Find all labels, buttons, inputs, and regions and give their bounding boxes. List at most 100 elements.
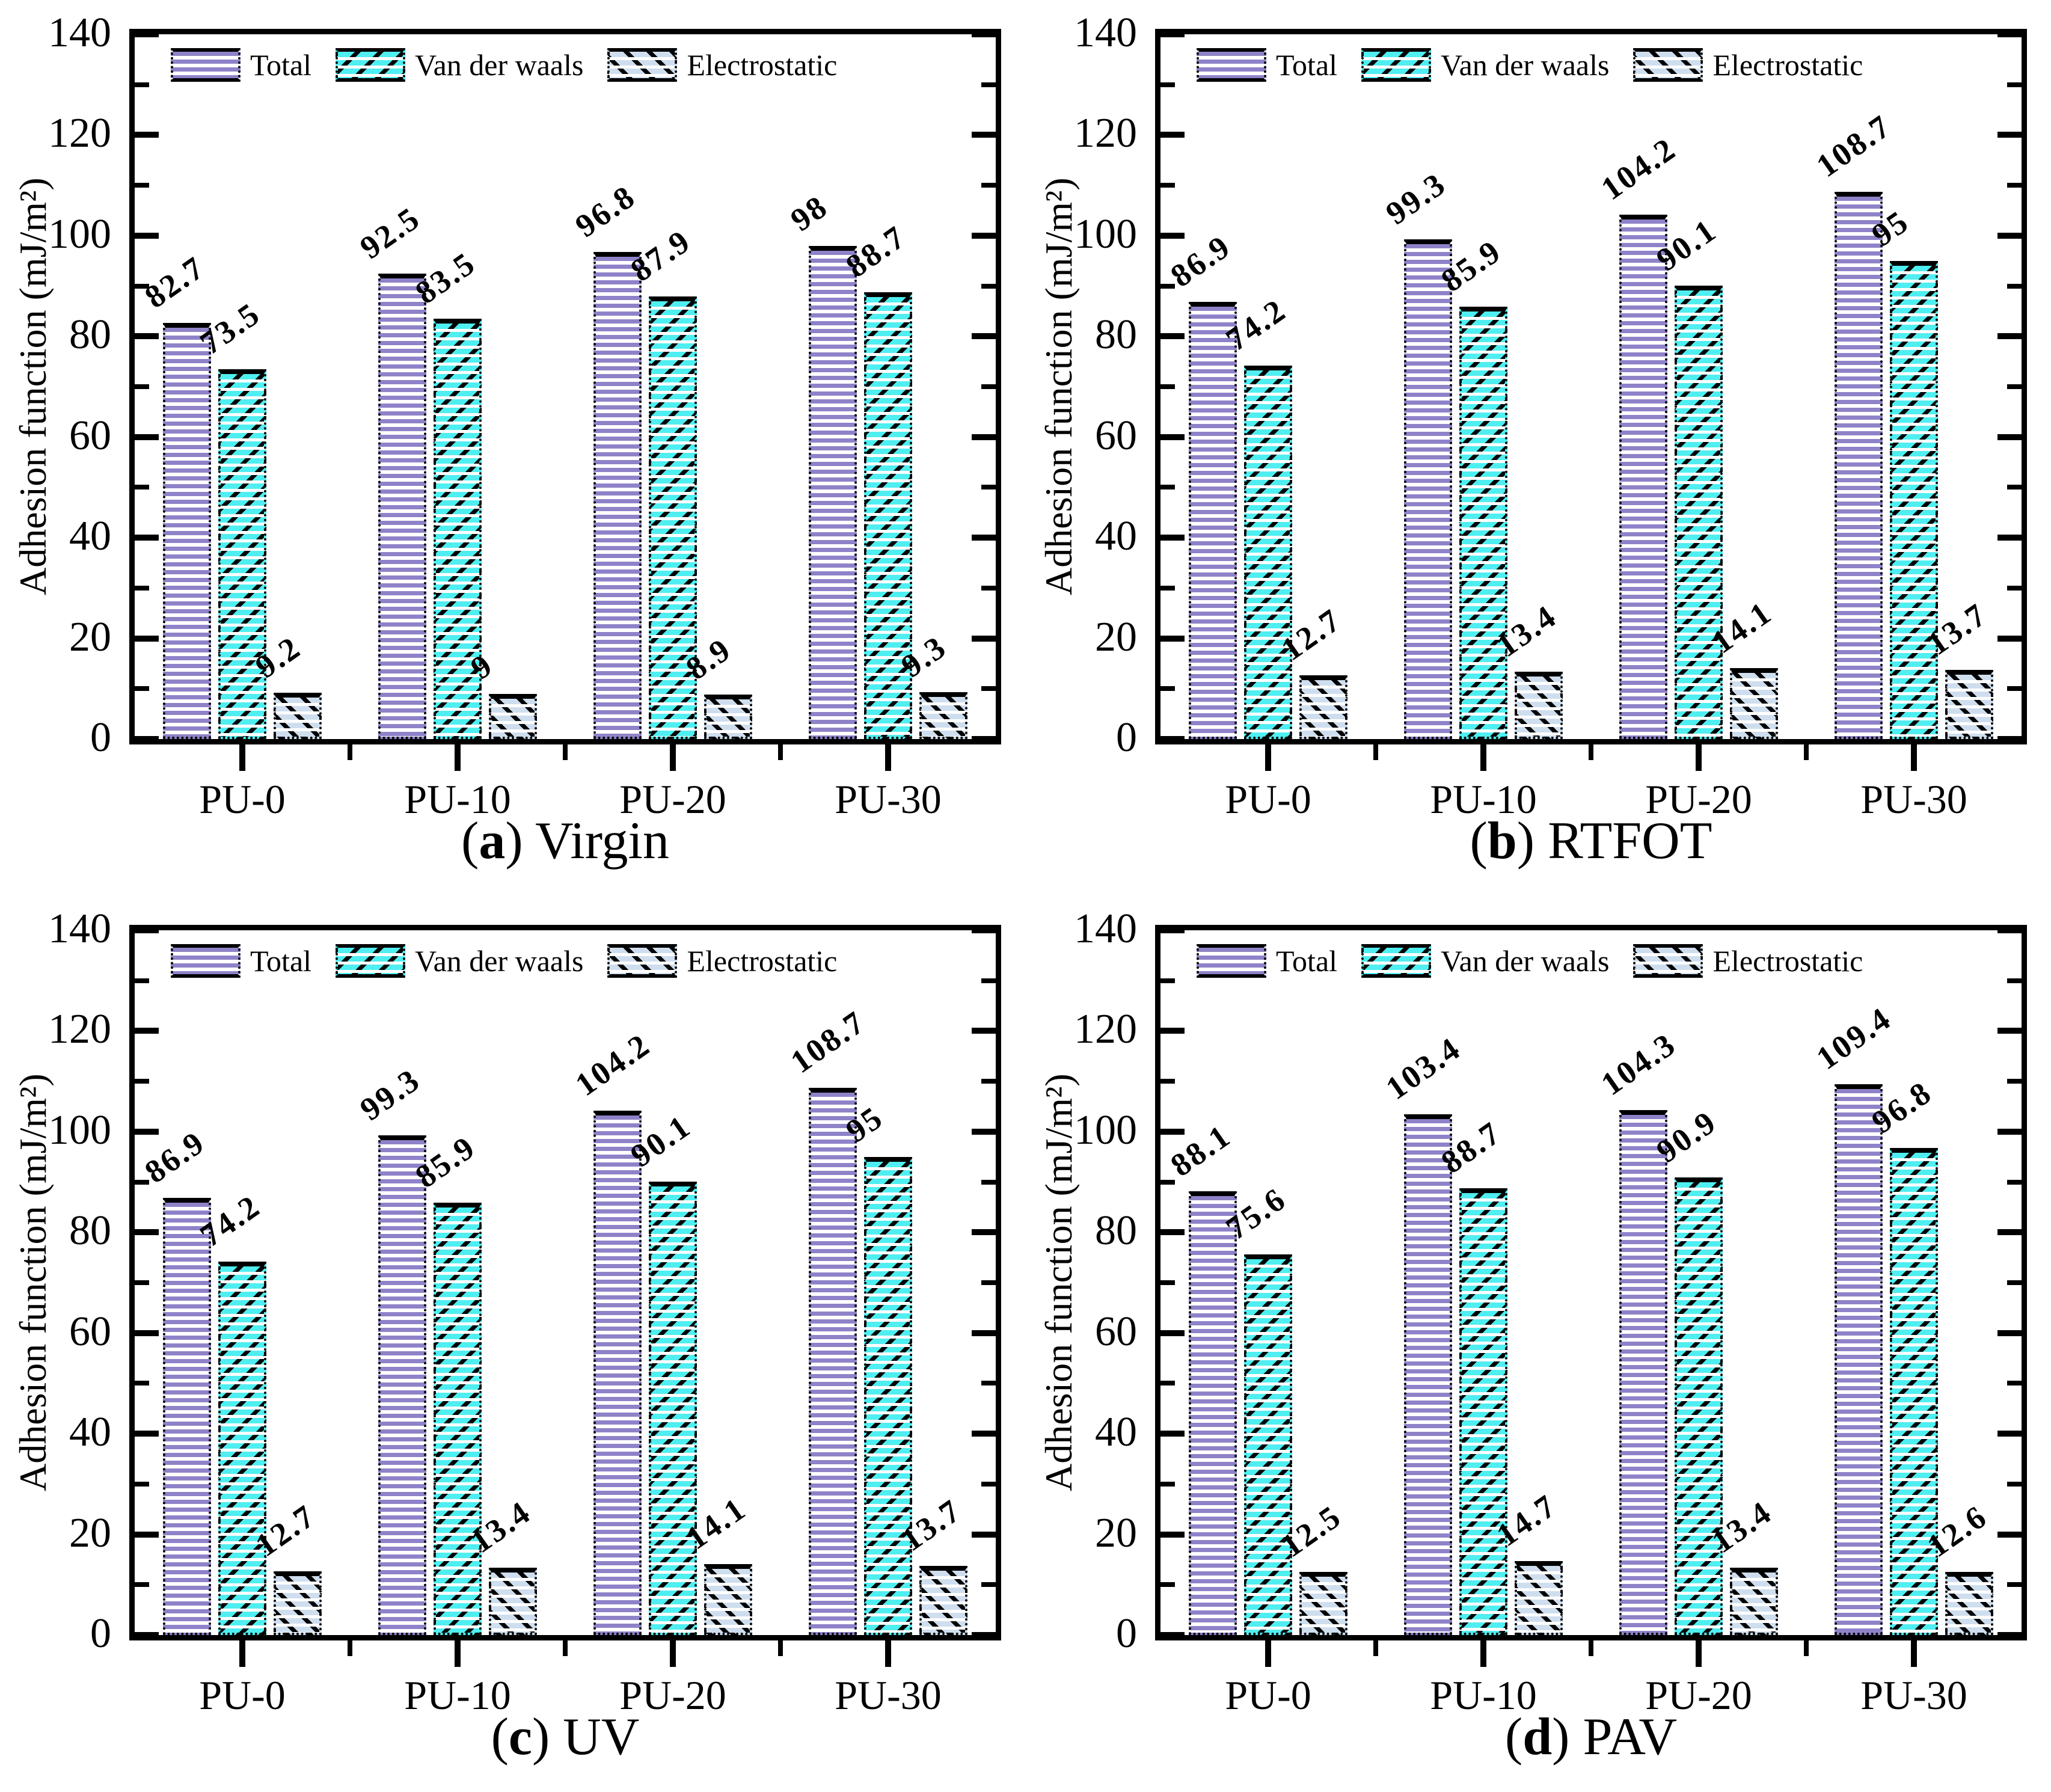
legend-item-vdw: Van der waals: [336, 944, 583, 978]
x-tick-pu-10: [1480, 744, 1486, 771]
panel-d: Total Van der waals Electrostatic 88.1 75.6 1…: [1026, 896, 2051, 1792]
y-axis-title: Adhesion function (mJ/m²): [1037, 1073, 1080, 1492]
y-tick-right: [972, 1028, 996, 1034]
y-tick-left: [135, 1028, 159, 1034]
y-tick-left: [1160, 1128, 1185, 1135]
y-tick-label: 140: [1074, 10, 1137, 56]
y-tick-label: 40: [1095, 513, 1137, 560]
x-minor-tick: [563, 1640, 568, 1656]
legend: Total Van der waals Electrostatic: [171, 944, 837, 978]
bar-elec-pu-0: [274, 1571, 322, 1635]
legend-item-elec: Electrostatic: [607, 48, 837, 82]
y-tick-label: 0: [1116, 1610, 1137, 1657]
caption-c: (c) UV: [129, 1707, 1001, 1767]
value-label-total-pu-20: 96.8: [569, 177, 642, 244]
bar-vdw-pu-0: [1244, 1254, 1292, 1635]
y-tick-left: [1160, 434, 1185, 440]
y-minor-tick-right: [2007, 585, 2022, 591]
y-minor-tick-left: [1160, 585, 1175, 591]
legend-swatch-vdw-icon: [1361, 48, 1432, 82]
bar-elec-pu-20: [704, 1563, 752, 1635]
legend-swatch-elec-icon: [607, 48, 678, 82]
y-minor-tick-left: [135, 1481, 149, 1487]
y-minor-tick-right: [981, 978, 996, 983]
bar-vdw-pu-30: [1890, 1147, 1938, 1635]
legend: Total Van der waals Electrostatic: [1197, 48, 1863, 82]
legend-item-vdw: Van der waals: [1361, 48, 1609, 82]
x-tick-label-pu-10: PU-10: [1430, 776, 1537, 822]
y-tick-right: [1997, 1128, 2022, 1135]
y-tick-right: [972, 1229, 996, 1236]
y-tick-label: 140: [48, 10, 111, 56]
bar-elec-pu-10: [1515, 1560, 1563, 1635]
x-minor-tick: [348, 744, 352, 760]
y-tick-label: 120: [1074, 110, 1137, 157]
y-tick-right: [972, 1431, 996, 1437]
y-minor-tick-right: [981, 686, 996, 692]
y-tick-label: 80: [69, 311, 111, 358]
y-minor-tick-left: [135, 183, 149, 188]
caption-letter: c: [508, 1708, 532, 1766]
legend-item-elec: Electrostatic: [607, 944, 837, 978]
y-minor-tick-right: [2007, 1381, 2022, 1386]
y-minor-tick-left: [135, 1582, 149, 1588]
caption-close-paren: ): [1516, 812, 1548, 870]
x-tick-label-pu-10: PU-10: [1430, 1672, 1537, 1718]
x-minor-tick: [563, 744, 568, 760]
y-tick-right: [1997, 1330, 2022, 1336]
bar-total-pu-20: [593, 251, 642, 739]
y-tick-right: [1997, 1028, 2022, 1034]
x-tick-label-pu-10: PU-10: [404, 1672, 511, 1718]
y-minor-tick-left: [1160, 1582, 1175, 1588]
legend-label-vdw: Van der waals: [415, 944, 584, 978]
y-minor-tick-left: [1160, 384, 1175, 389]
bar-elec-pu-10: [489, 693, 537, 739]
bar-total-pu-0: [163, 1197, 211, 1635]
y-minor-tick-right: [2007, 1179, 2022, 1185]
y-tick-right: [972, 333, 996, 340]
bar-vdw-pu-0: [218, 369, 266, 739]
y-tick-right: [972, 1330, 996, 1336]
y-tick-label: 100: [1074, 210, 1137, 257]
bar-elec-pu-20: [1730, 667, 1778, 739]
plot-area-c: Total Van der waals Electrostatic 86.9 74.2 1…: [129, 925, 1001, 1640]
legend-label-total: Total: [1276, 48, 1338, 82]
x-tick-pu-0: [1265, 744, 1271, 771]
legend-label-vdw: Van der waals: [1441, 944, 1610, 978]
y-tick-left: [135, 132, 159, 138]
y-tick-left: [1160, 1330, 1185, 1336]
y-tick-left: [135, 434, 159, 440]
panel-c: Total Van der waals Electrostatic 86.9 74.2 1…: [0, 896, 1025, 1792]
y-tick-left: [1160, 1531, 1185, 1538]
bar-total-pu-30: [809, 1088, 857, 1635]
caption-title: PAV: [1583, 1708, 1678, 1766]
x-minor-tick: [1373, 744, 1378, 760]
x-tick-pu-10: [455, 1640, 461, 1667]
legend-item-total: Total: [171, 944, 311, 978]
x-minor-tick: [1373, 1640, 1378, 1656]
y-tick-right: [1997, 1632, 2022, 1638]
y-minor-tick-left: [1160, 82, 1175, 87]
legend-swatch-elec-icon: [607, 944, 678, 978]
y-tick-left: [135, 232, 159, 239]
y-tick-left: [1160, 535, 1185, 541]
bar-total-pu-30: [1835, 1084, 1883, 1635]
y-minor-tick-right: [2007, 1481, 2022, 1487]
y-tick-label: 60: [1095, 1308, 1137, 1355]
legend-swatch-elec-icon: [1633, 944, 1703, 978]
y-tick-right: [972, 1531, 996, 1538]
y-minor-tick-left: [1160, 1280, 1175, 1285]
x-tick-label-pu-0: PU-0: [1225, 1672, 1311, 1718]
y-tick-left: [1160, 635, 1185, 642]
x-tick-label-pu-30: PU-30: [835, 1672, 942, 1718]
x-tick-pu-0: [239, 1640, 245, 1667]
y-minor-tick-left: [135, 978, 149, 983]
caption-d: (d) PAV: [1155, 1707, 2027, 1767]
y-axis-title: Adhesion function (mJ/m²): [11, 1073, 54, 1492]
bar-total-pu-0: [1189, 1191, 1237, 1635]
bar-total-pu-20: [1619, 1109, 1667, 1635]
y-minor-tick-right: [2007, 978, 2022, 983]
y-tick-left: [135, 1632, 159, 1638]
y-minor-tick-right: [981, 1381, 996, 1386]
value-label-total-pu-0: 88.1: [1164, 1117, 1237, 1184]
